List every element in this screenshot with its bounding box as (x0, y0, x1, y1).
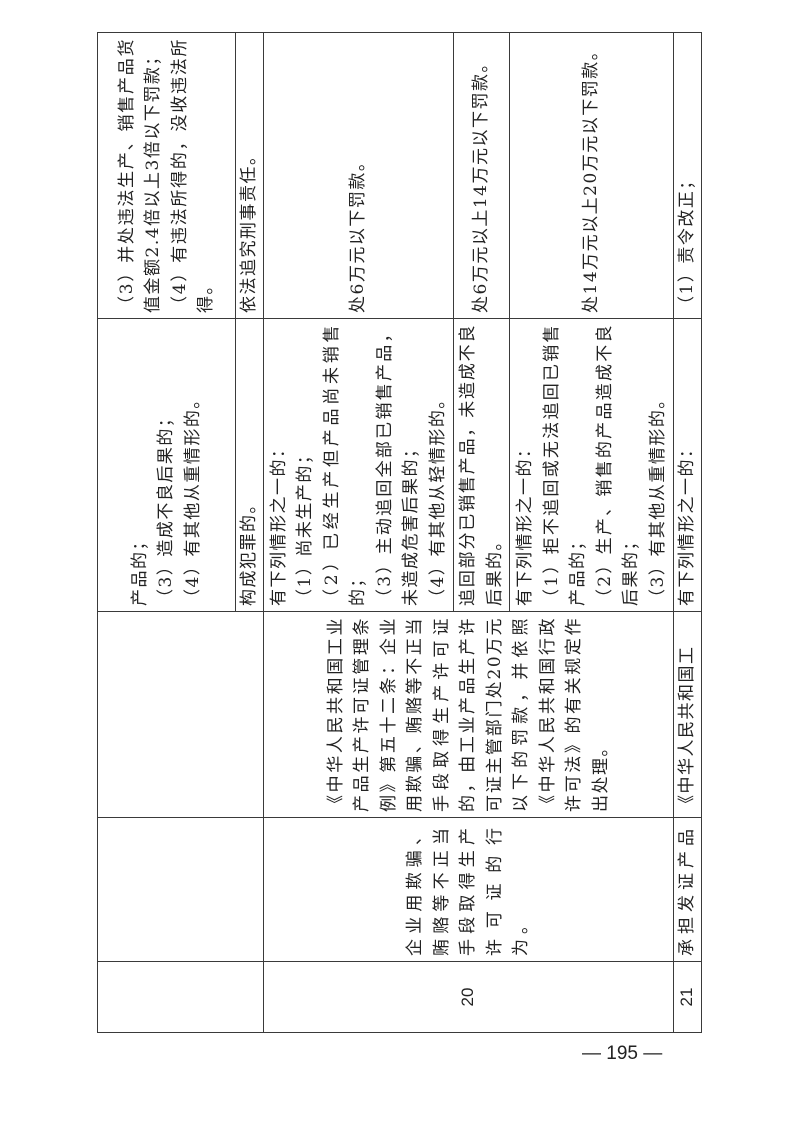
text: （4）有其他从轻情形的。 (427, 390, 448, 606)
text: （4）有其他从重情形的。 (182, 390, 203, 606)
cell-circumstance: 产品的； （3）造成不良后果的； （4）有其他从重情形的。 (97, 318, 236, 612)
cell-penalty: 依法追究刑事责任。 (235, 32, 264, 319)
text: （1）尚未生产的； (295, 445, 316, 606)
cell-circumstance: 有下列情形之一的： （1）拒不追回或无法追回已销售产品的； （2）生产、销售的产… (509, 318, 674, 612)
text: （3）主动追回全部已销售产品，未造成危害后果的； (374, 324, 422, 606)
cell-circumstance: 构成犯罪的。 (235, 318, 264, 612)
table-row-20: 20 企业用欺骗、贿赂等不正当手段取得生产许可证的行为。 《中华人民共和国工业产… (263, 32, 674, 1033)
cell-circumstance: 有下列情形之一的： (673, 318, 702, 612)
cell-circumstance: 有下列情形之一的： （1）尚未生产的； （2）已经生产但产品尚未销售的； （3）… (263, 318, 454, 612)
cell-number: 20 (263, 961, 674, 1033)
text: 处6万元以下罚款。 (348, 152, 369, 313)
text: （2）生产、销售的产品造成不良后果的； (594, 324, 642, 606)
text: （4）有违法所得的，没收违法所得。 (169, 38, 217, 313)
cell-basis: 《中华人民共和国工 (673, 611, 702, 818)
text: （2）已经生产但产品尚未销售的； (321, 324, 369, 606)
cell-circumstance: 追回部分已销售产品，未造成不良后果的。 (453, 318, 510, 612)
cell-number (97, 961, 264, 1033)
text: 有下列情形之一的： (515, 439, 535, 607)
penalty-standards-table: 产品的； （3）造成不良后果的； （4）有其他从重情形的。 （3）并处违法生产、… (97, 32, 702, 1033)
cell-penalty: 处14万元以上20万元以下罚款。 (509, 32, 674, 319)
text: 有下列情形之一的： (677, 439, 697, 607)
table-row-19-continued: 产品的； （3）造成不良后果的； （4）有其他从重情形的。 （3）并处违法生产、… (97, 32, 264, 1033)
text: 处14万元以上20万元以下罚款。 (581, 41, 602, 313)
text: （3）有其他从重情形的。 (647, 390, 668, 606)
text: 追回部分已销售产品，未造成不良后果的。 (458, 324, 505, 606)
table-row-21: 21 承担发证产品 《中华人民共和国工 有下列情形之一的： （1）责令改正； (673, 32, 702, 1033)
text: 处6万元以上14万元以下罚款。 (471, 54, 492, 313)
cell-penalty: 处6万元以下罚款。 (263, 32, 454, 319)
text: 《中华人民共和国工 (677, 645, 697, 813)
text: 构成犯罪的。 (239, 495, 260, 606)
text: （3）并处违法生产、销售产品货值金额2.4倍以上3倍以下罚款； (116, 38, 164, 313)
text: 依法追究刑事责任。 (239, 146, 260, 314)
text: （1）拒不追回或无法追回已销售产品的； (541, 324, 589, 606)
text: 有下列情形之一的： (268, 439, 289, 607)
text: 产品的； (129, 532, 150, 606)
text: （3）造成不良后果的； (156, 408, 177, 606)
cell-penalty: 处6万元以上14万元以下罚款。 (453, 32, 510, 319)
text: 《中华人民共和国工业产品生产许可证管理条例》第五十二条：企业用欺骗、贿赂等不正当… (325, 617, 611, 812)
page-number: — 195 — (582, 1043, 663, 1064)
cell-penalty: （1）责令改正； (673, 32, 702, 319)
text: 企业用欺骗、贿赂等不正当手段取得生产许可证的行为。 (405, 823, 532, 956)
cell-violation: 承担发证产品 (673, 817, 702, 962)
cell-violation (97, 817, 264, 962)
cell-penalty: （3）并处违法生产、销售产品货值金额2.4倍以上3倍以下罚款； （4）有违法所得… (97, 32, 236, 319)
cell-violation: 企业用欺骗、贿赂等不正当手段取得生产许可证的行为。 (263, 817, 674, 962)
cell-number: 21 (673, 961, 702, 1033)
text: （1）责令改正； (677, 171, 697, 313)
cell-basis (97, 611, 264, 818)
text: 承担发证产品 (677, 824, 697, 956)
cell-basis: 《中华人民共和国工业产品生产许可证管理条例》第五十二条：企业用欺骗、贿赂等不正当… (263, 611, 674, 818)
